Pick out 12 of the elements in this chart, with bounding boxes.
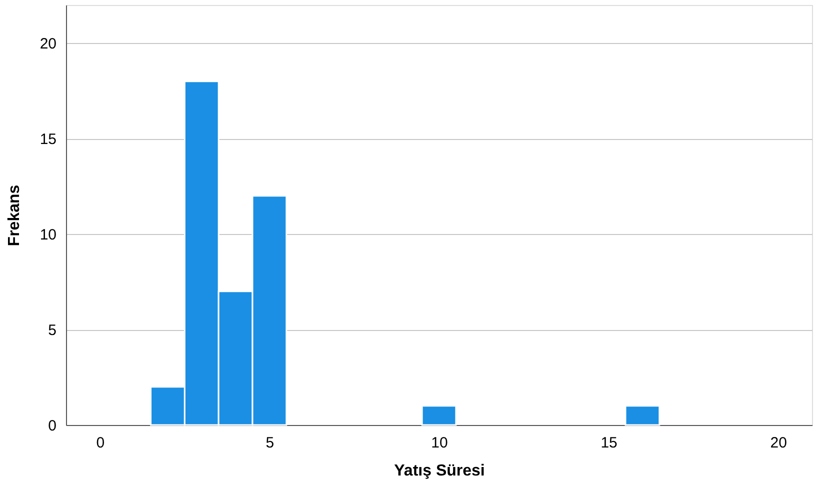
x-tick-label: 10 bbox=[431, 434, 448, 452]
y-tick-label: 5 bbox=[48, 322, 56, 340]
y-tick-label: 10 bbox=[40, 226, 56, 244]
x-tick-label: 0 bbox=[96, 434, 105, 452]
y-tick-label: 0 bbox=[48, 418, 56, 434]
x-tick-label: 15 bbox=[600, 434, 618, 452]
y-tick-label: 15 bbox=[40, 131, 56, 148]
x-tick-label: 20 bbox=[770, 434, 787, 452]
x-tick-label: 5 bbox=[266, 434, 274, 452]
x-axis-title: Yatış Süresi bbox=[394, 462, 485, 480]
y-axis-title: Frekans bbox=[6, 184, 23, 246]
y-tick-label: 20 bbox=[40, 36, 56, 53]
